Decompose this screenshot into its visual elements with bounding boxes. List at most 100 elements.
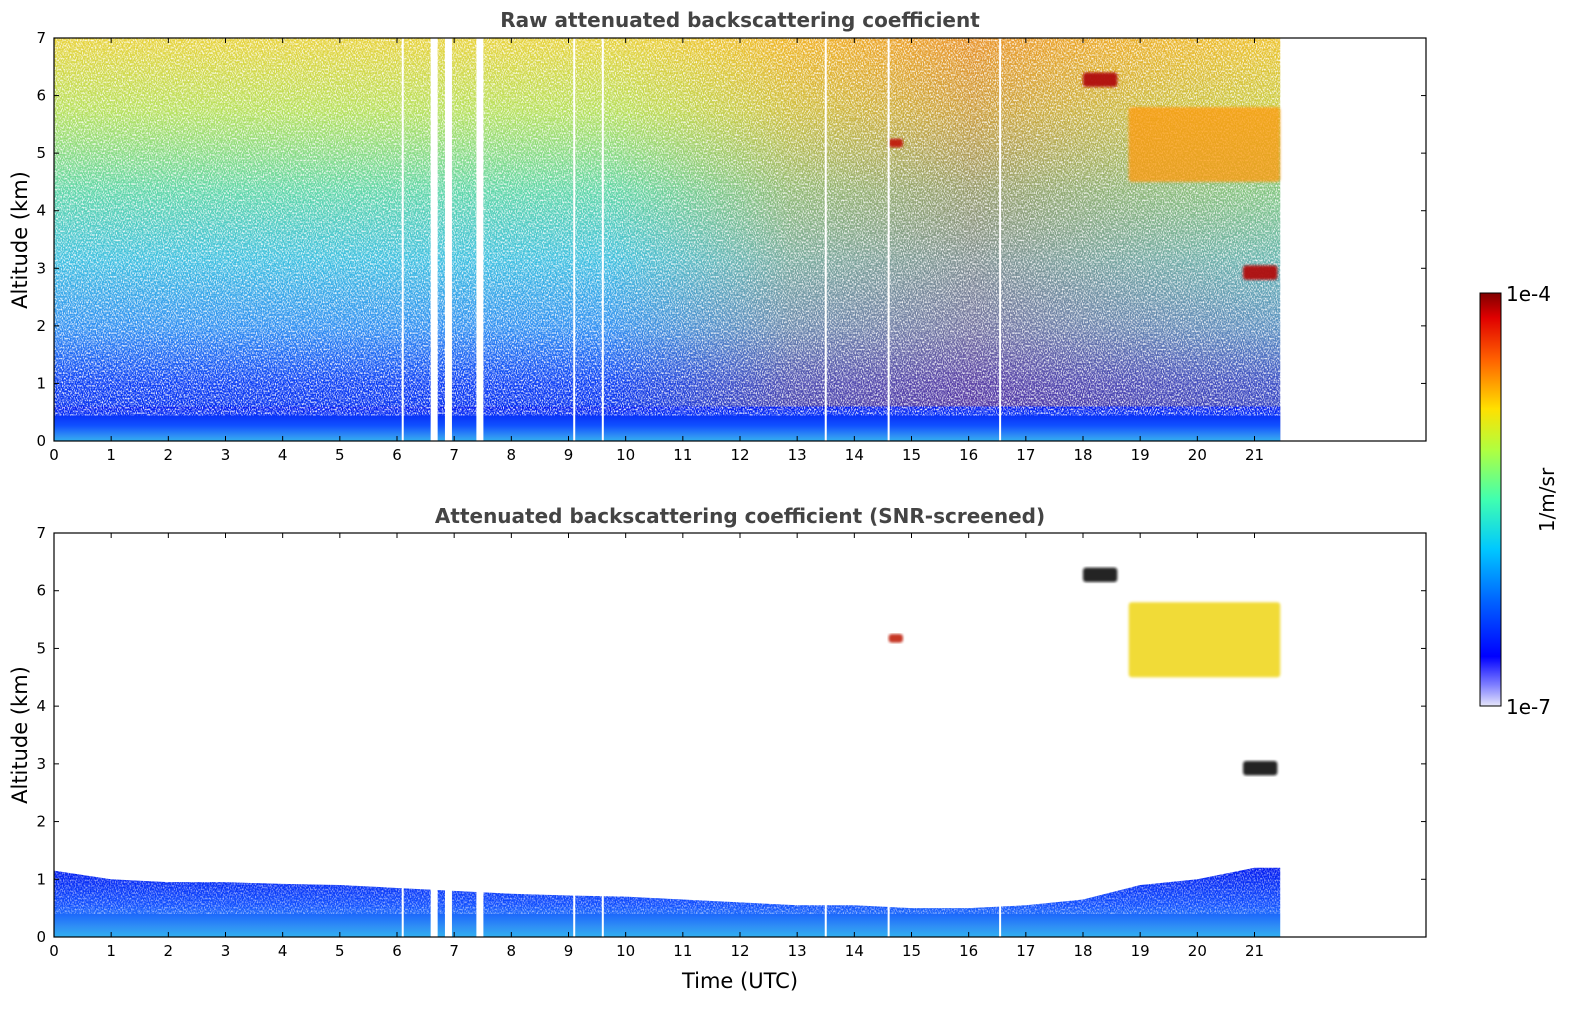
y-tick-label: 2 [36,813,46,831]
y-tick-label: 5 [36,144,46,162]
raw-data-gap [573,38,576,441]
screened-data-gap [573,844,576,937]
x-tick-label: 17 [1016,446,1035,464]
x-tick-label: 16 [959,446,978,464]
x-tick-label: 3 [221,446,231,464]
x-tick-label: 6 [392,446,402,464]
screened-heatmap [54,567,1281,937]
x-tick-label: 11 [673,446,692,464]
raw-data-gap [401,38,404,441]
screened-y-axis: 0 1 2 3 4 5 6 7 [36,524,1426,946]
x-tick-label: 11 [673,942,692,960]
y-tick-label: 1 [36,870,46,888]
colorbar-gradient [1479,292,1502,707]
raw-data-gap [999,38,1002,441]
x-tick-label: 8 [507,446,517,464]
x-tick-label: 7 [449,942,459,960]
screened-cloud-layer [1083,567,1118,583]
x-tick-label: 9 [564,942,574,960]
screened-cloud-layer [888,634,903,643]
y-tick-label: 3 [36,259,46,277]
y-tick-label: 5 [36,639,46,657]
x-tick-label: 2 [164,942,174,960]
y-tick-label: 2 [36,317,46,335]
raw-noise-speckle [54,38,1281,416]
y-tick-label: 6 [36,87,46,105]
raw-x-axis: 0 1 2 3 4 5 6 7 8 9 10 11 12 13 14 15 16 17 18 19 20 21 [49,38,1264,464]
x-tick-label: 14 [845,446,864,464]
screened-data-gap [999,844,1002,937]
panel-raw: Raw attenuated backscattering coefficien… [8,8,1427,464]
raw-y-axis-label: Altitude (km) [8,171,32,309]
x-tick-label: 4 [278,942,288,960]
screened-edge-speckle [54,844,1281,914]
x-tick-label: 17 [1016,942,1035,960]
raw-data-gap [430,38,438,441]
x-tick-label: 9 [564,446,574,464]
x-tick-label: 10 [616,446,635,464]
screened-data-gap [401,844,404,937]
x-tick-label: 19 [1131,446,1150,464]
x-tick-label: 16 [959,942,978,960]
x-tick-label: 12 [730,446,749,464]
x-tick-label: 6 [392,942,402,960]
y-tick-label: 7 [36,524,46,542]
x-tick-label: 1 [106,446,116,464]
colorbar-min-label: 1e-7 [1506,695,1551,719]
y-tick-label: 4 [36,202,46,220]
screened-y-axis-label: Altitude (km) [8,666,32,804]
y-tick-label: 1 [36,374,46,392]
screened-x-axis-label: Time (UTC) [681,969,798,993]
screened-cloud-layer [1128,602,1281,678]
x-tick-label: 12 [730,942,749,960]
colorbar-unit-label: 1/m/sr [1535,467,1559,532]
raw-data-gap [476,38,484,441]
x-tick-label: 18 [1073,446,1092,464]
raw-cloud-layer [1243,265,1278,280]
x-tick-label: 7 [449,446,459,464]
screened-data-gap [476,844,484,937]
x-tick-label: 5 [335,446,345,464]
x-tick-label: 14 [845,942,864,960]
screened-data-gap [430,844,438,937]
panel-screened: Attenuated backscattering coefficient (S… [8,504,1427,993]
x-tick-label: 20 [1188,446,1207,464]
x-tick-label: 21 [1245,446,1264,464]
y-tick-label: 4 [36,697,46,715]
x-tick-label: 10 [616,942,635,960]
raw-cloud-layer [888,138,903,148]
x-tick-label: 15 [902,942,921,960]
x-tick-label: 4 [278,446,288,464]
x-tick-label: 18 [1073,942,1092,960]
panel-screened-title: Attenuated backscattering coefficient (S… [435,504,1045,528]
raw-cloud-layer [1083,72,1118,87]
colorbar-max-label: 1e-4 [1506,282,1551,306]
screened-data-gap [444,844,452,937]
raw-cloud-layer [1128,107,1281,182]
raw-data-gap [824,38,827,441]
x-tick-label: 13 [788,942,807,960]
y-tick-label: 3 [36,755,46,773]
colorbar: 1e-4 1e-7 1/m/sr [1479,282,1559,719]
y-tick-label: 6 [36,582,46,600]
x-tick-label: 19 [1131,942,1150,960]
screened-data-gap [887,844,890,937]
y-tick-label: 0 [36,928,46,946]
raw-heatmap [54,38,1281,441]
raw-data-gap [444,38,452,441]
x-tick-label: 21 [1245,942,1264,960]
x-tick-label: 3 [221,942,231,960]
x-tick-label: 0 [49,446,59,464]
y-tick-label: 7 [36,29,46,47]
x-tick-label: 5 [335,942,345,960]
screened-data-gap [824,844,827,937]
x-tick-label: 2 [164,446,174,464]
x-tick-label: 1 [106,942,116,960]
raw-data-gap [601,38,604,441]
x-tick-label: 8 [507,942,517,960]
panel-raw-title: Raw attenuated backscattering coefficien… [500,8,980,32]
screened-data-gap [601,844,604,937]
x-tick-label: 15 [902,446,921,464]
x-tick-label: 20 [1188,942,1207,960]
y-tick-label: 0 [36,432,46,450]
